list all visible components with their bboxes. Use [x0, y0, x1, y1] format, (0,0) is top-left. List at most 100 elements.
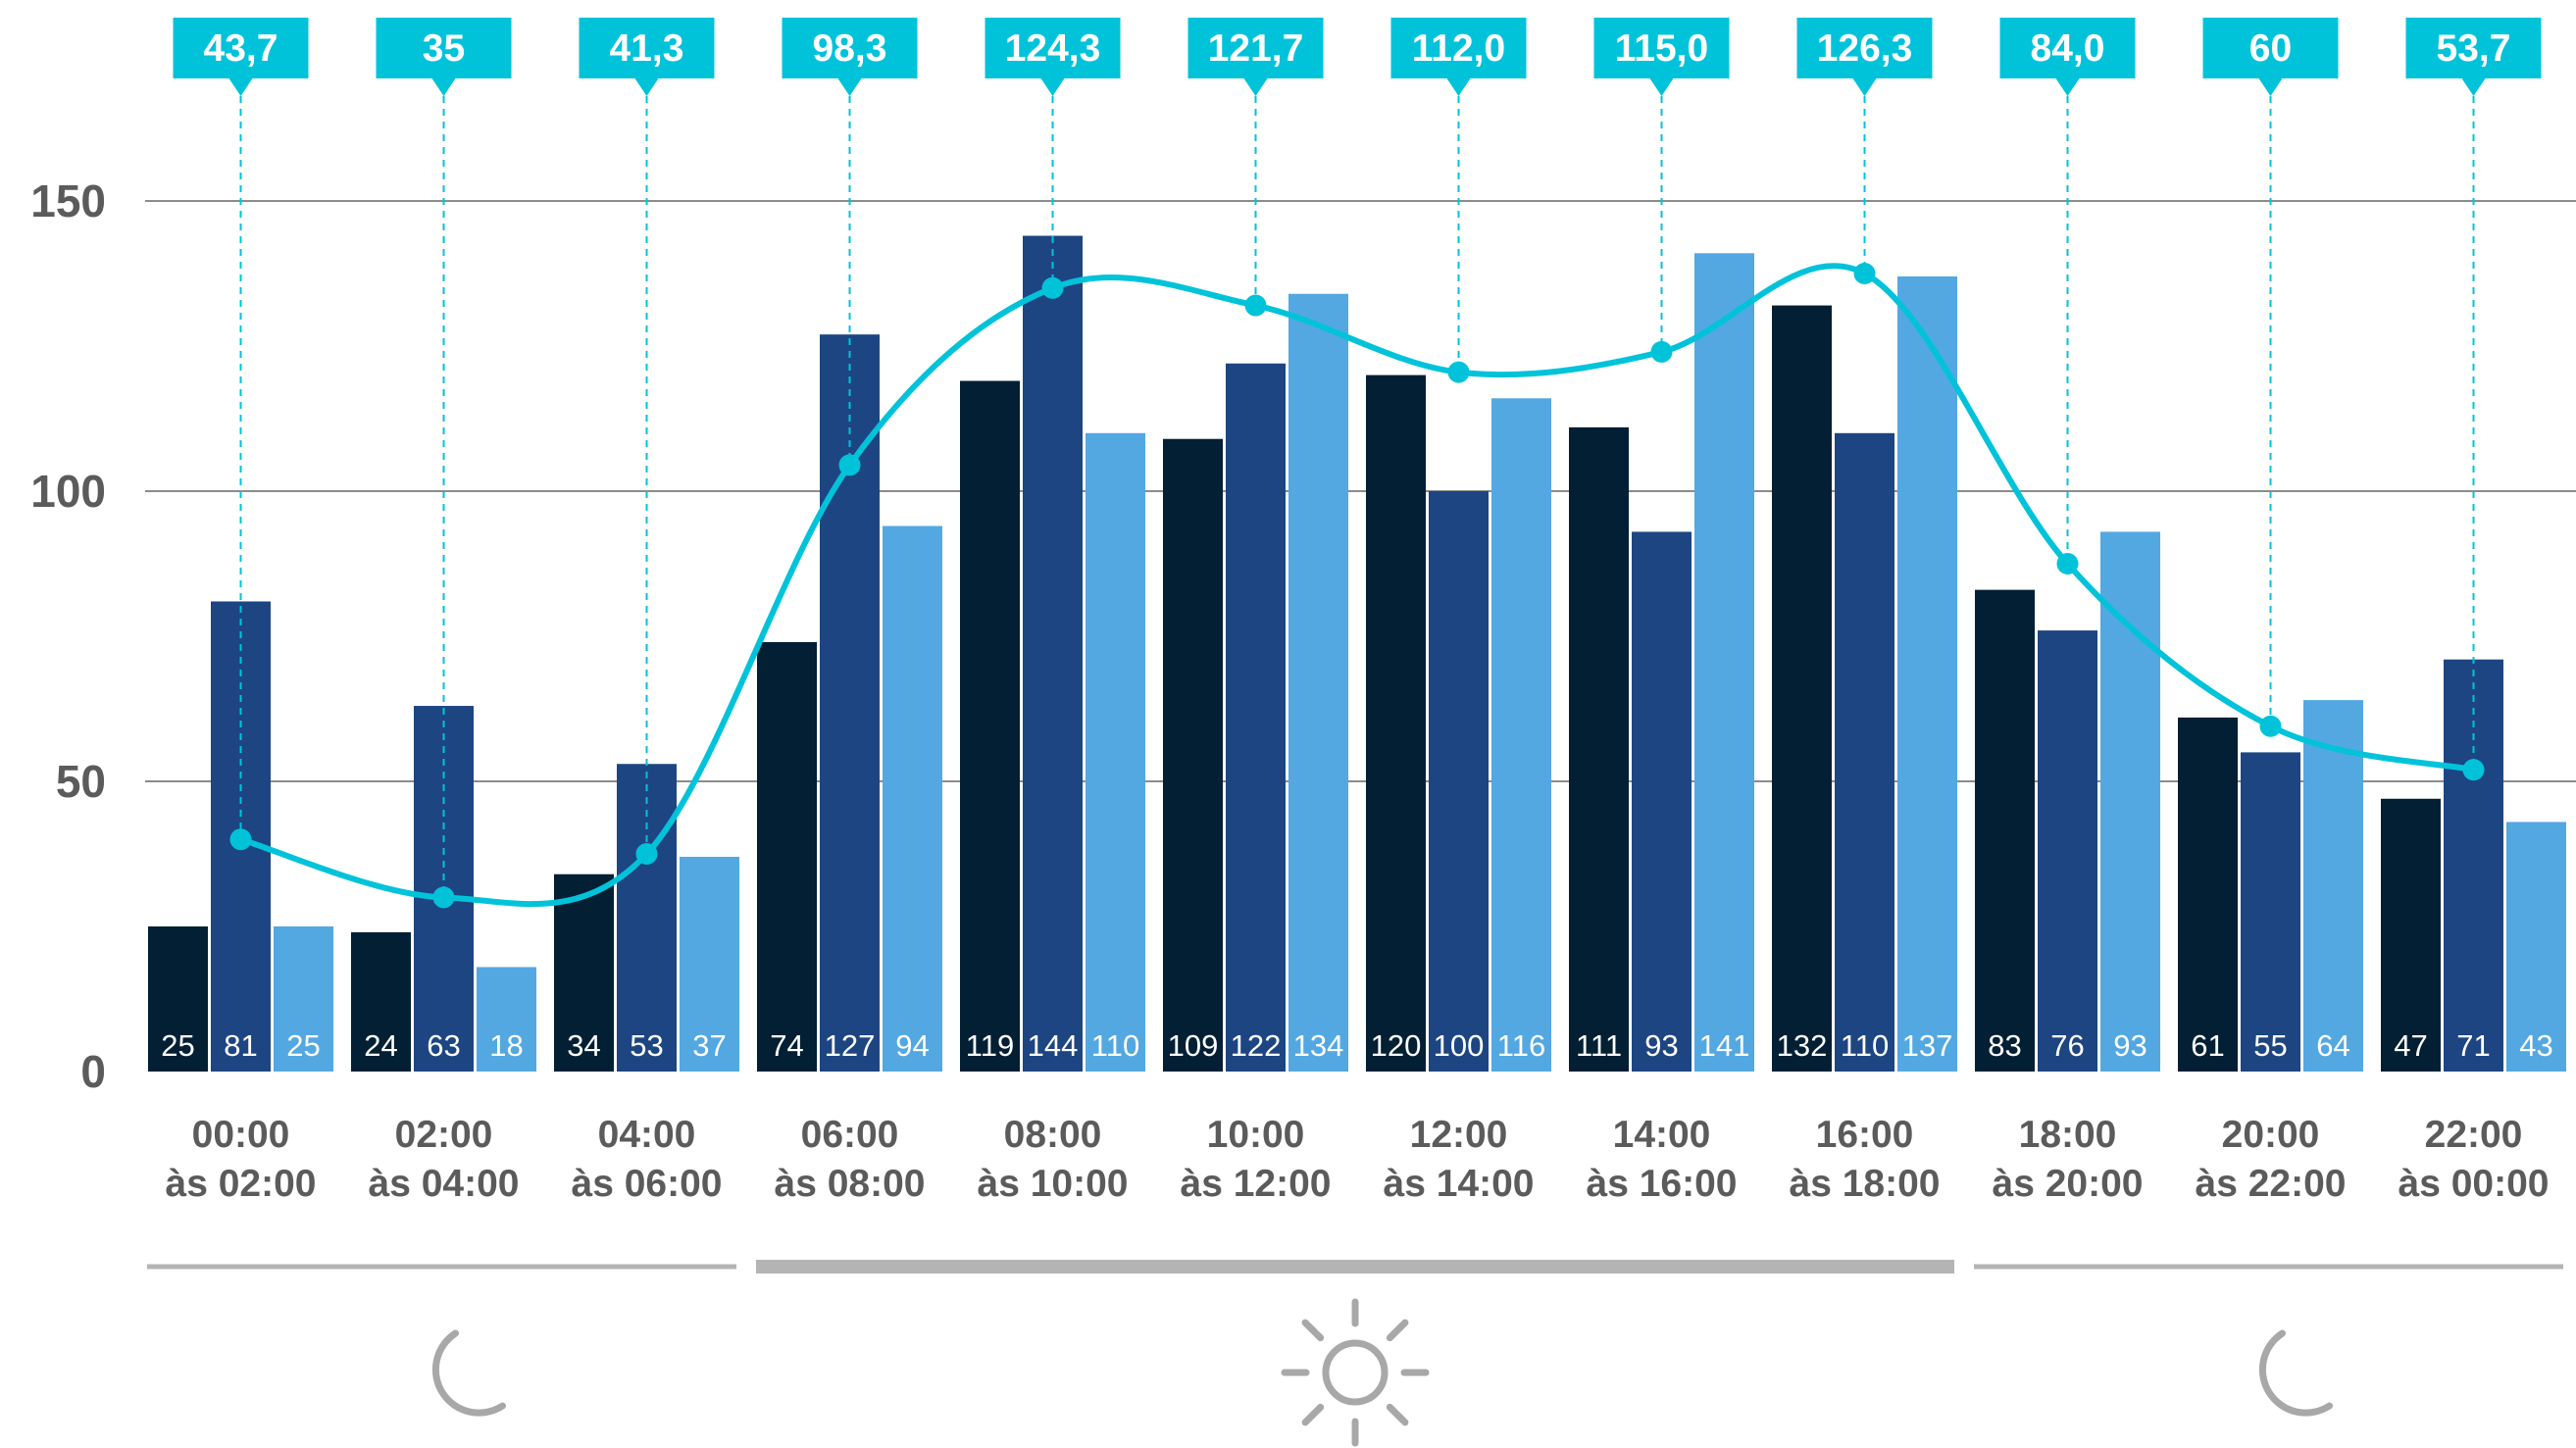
bar-value-label: 55	[2253, 1028, 2287, 1063]
callout-pointer	[431, 78, 456, 96]
bars	[148, 235, 2566, 1073]
x-tick-label: 08:00	[1004, 1114, 1102, 1156]
x-tick-label: às 08:00	[775, 1163, 926, 1205]
bar	[2381, 798, 2441, 1072]
average-point	[1447, 361, 1470, 383]
bar	[1694, 253, 1754, 1072]
bar	[1366, 374, 1426, 1073]
x-tick-label: às 02:00	[166, 1163, 317, 1205]
bar-value-label: 43	[2519, 1028, 2552, 1063]
bar	[2241, 752, 2300, 1072]
bar	[1023, 235, 1083, 1072]
callout-box	[1796, 18, 1933, 78]
callout-box	[579, 18, 715, 78]
callout-label: 98,3	[813, 27, 887, 70]
gridlines	[145, 200, 2576, 782]
bar	[1163, 438, 1223, 1073]
bar	[1288, 293, 1348, 1073]
x-tick-label: 18:00	[2019, 1114, 2117, 1156]
callout-box	[173, 18, 309, 78]
x-tick-label: 06:00	[801, 1114, 899, 1156]
bar-value-label: 37	[692, 1028, 726, 1063]
callout-label: 53,7	[2437, 27, 2511, 70]
bar-value-label: 144	[1028, 1028, 1079, 1063]
x-tick-label: às 18:00	[1790, 1163, 1941, 1205]
average-point	[229, 828, 252, 851]
y-tick-label: 150	[30, 175, 106, 226]
x-tick-label: 12:00	[1410, 1114, 1508, 1156]
callout-label: 112,0	[1412, 27, 1505, 70]
callout-pointer	[1040, 78, 1065, 96]
callout-pointer	[1852, 78, 1877, 96]
x-tick-label: às 10:00	[978, 1163, 1129, 1205]
bar-value-label: 141	[1699, 1028, 1750, 1063]
average-point	[1650, 340, 1673, 363]
callout-box	[2202, 18, 2339, 78]
y-tick-label: 50	[56, 756, 106, 807]
bar	[1835, 432, 1894, 1072]
bar	[1632, 531, 1692, 1072]
bar	[1491, 398, 1551, 1072]
x-tick-label: às 20:00	[1993, 1163, 2144, 1205]
bar-value-label: 93	[1644, 1028, 1678, 1063]
average-point	[432, 886, 455, 909]
bar	[960, 380, 1020, 1072]
callout-pointer	[228, 78, 253, 96]
bar	[351, 931, 411, 1072]
bar-value-label: 116	[1497, 1028, 1545, 1063]
sun-icon	[1281, 1298, 1430, 1447]
bar-value-label: 127	[825, 1028, 876, 1063]
moon-icon	[431, 1329, 506, 1417]
average-point	[1041, 276, 1064, 299]
y-axis-ticks: 0 50 100 150	[30, 175, 106, 1097]
bar	[148, 926, 208, 1072]
average-point	[635, 843, 658, 865]
average-line	[229, 263, 2485, 909]
bar-value-label: 132	[1777, 1028, 1828, 1063]
bar-value-label: 18	[489, 1028, 523, 1063]
bar-value-label: 134	[1293, 1028, 1344, 1063]
x-tick-label: às 12:00	[1181, 1163, 1332, 1205]
bar	[1897, 275, 1957, 1073]
x-tick-label: 02:00	[395, 1114, 493, 1156]
bar-value-label: 53	[630, 1028, 663, 1063]
bar-value-label: 110	[1091, 1028, 1139, 1063]
bar	[2303, 700, 2363, 1072]
callout-label: 115,0	[1615, 27, 1708, 70]
bar-value-labels: 25 81 25 24 63 18 34 53 37 74 127 94 119 144 110 109 122…	[161, 1028, 2552, 1063]
bar-value-label: 81	[224, 1028, 257, 1063]
callout-box	[2405, 18, 2542, 78]
callout-box	[1390, 18, 1527, 78]
average-point	[2259, 715, 2282, 737]
bar-value-label: 109	[1168, 1028, 1219, 1063]
bar	[2506, 822, 2566, 1072]
x-tick-label: 00:00	[192, 1114, 290, 1156]
x-tick-label: às 06:00	[572, 1163, 723, 1205]
x-tick-label: 04:00	[598, 1114, 696, 1156]
average-point	[2462, 759, 2485, 781]
callout-pointer	[1446, 78, 1471, 96]
y-tick-label: 0	[80, 1046, 106, 1097]
bar-value-label: 74	[770, 1028, 803, 1063]
bar	[477, 967, 536, 1072]
callout-box	[1999, 18, 2136, 78]
callout-label: 84,0	[2031, 27, 2105, 70]
bar-value-label: 119	[966, 1028, 1014, 1063]
callout-pointer	[2055, 78, 2080, 96]
bar-value-label: 34	[567, 1028, 600, 1063]
x-tick-label: às 00:00	[2399, 1163, 2550, 1205]
bar	[2100, 531, 2160, 1072]
bar-value-label: 63	[427, 1028, 460, 1063]
x-tick-label: às 22:00	[2196, 1163, 2347, 1205]
callout-pointer	[2258, 78, 2283, 96]
bar-value-label: 122	[1231, 1028, 1282, 1063]
bar-value-label: 110	[1841, 1028, 1889, 1063]
bar-value-label: 24	[364, 1028, 397, 1063]
bar	[680, 856, 739, 1072]
callout-box	[376, 18, 512, 78]
callout-box	[1187, 18, 1324, 78]
callout-pointer	[837, 78, 862, 96]
bar	[1772, 305, 1832, 1072]
bar	[274, 926, 333, 1072]
